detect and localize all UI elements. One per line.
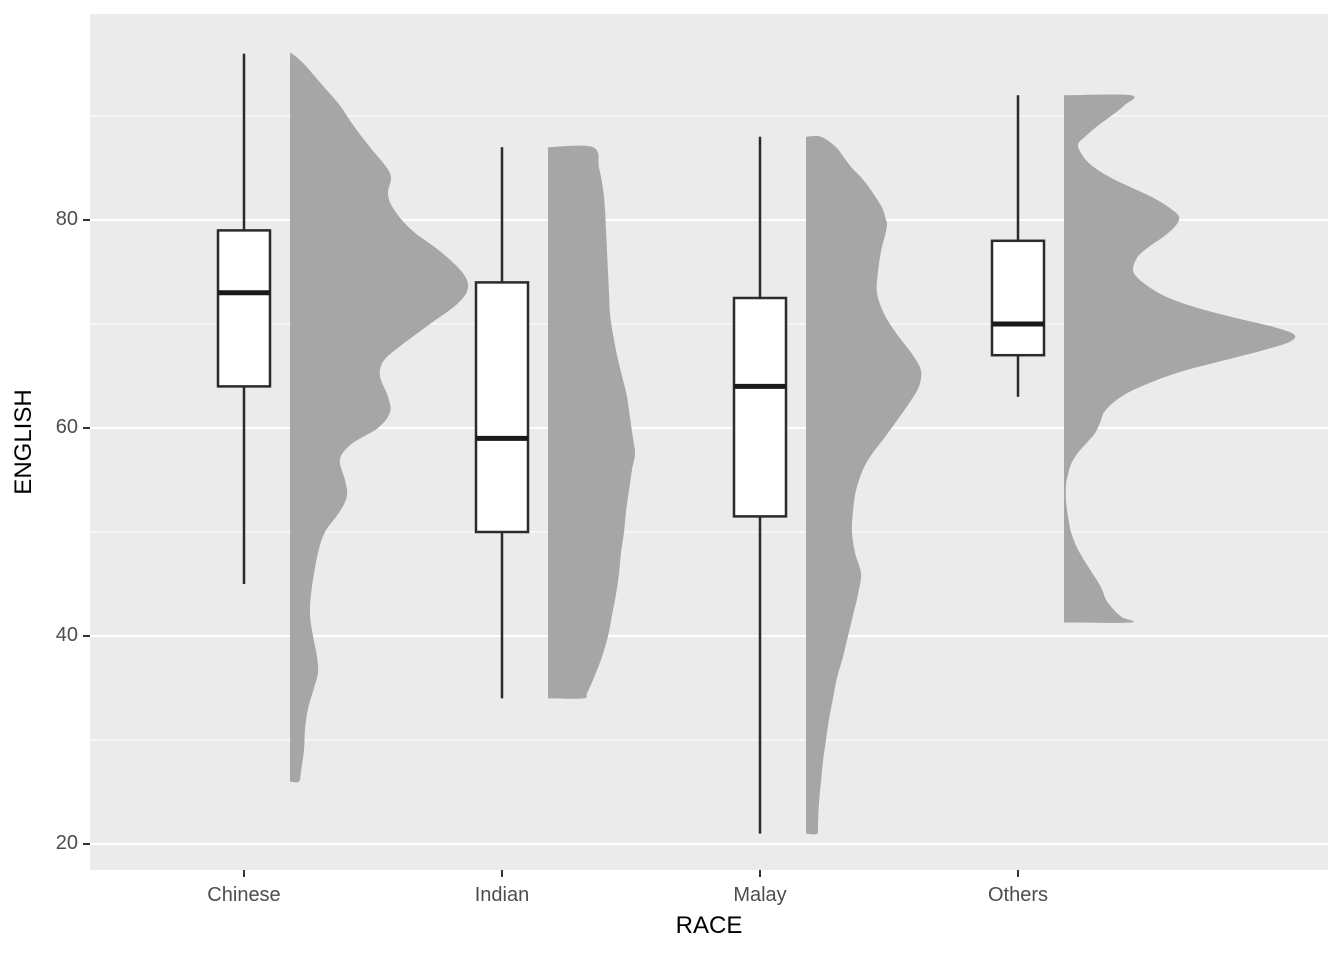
violin-indian <box>548 145 636 699</box>
violin-others <box>1064 94 1296 623</box>
x-tick-label-indian: Indian <box>474 884 530 906</box>
y-tick-label-60: 60 <box>55 416 78 438</box>
panel-background <box>90 14 1328 870</box>
box-malay <box>732 296 788 518</box>
x-tick-label-others: Others <box>987 884 1049 906</box>
box-others <box>990 239 1046 357</box>
y-axis-title: ENGLISH <box>10 389 37 495</box>
x-tick-label-malay: Malay <box>733 884 787 906</box>
x-tick-label-chinese: Chinese <box>207 884 281 906</box>
violin-chinese <box>290 52 469 783</box>
box-chinese <box>216 229 272 388</box>
violin-malay <box>806 136 922 835</box>
y-tick-label-80: 80 <box>55 208 78 230</box>
box-indian <box>474 281 530 534</box>
y-tick-label-20: 20 <box>55 832 78 854</box>
x-axis-title: RACE <box>675 912 743 939</box>
y-tick-label-40: 40 <box>55 624 78 646</box>
